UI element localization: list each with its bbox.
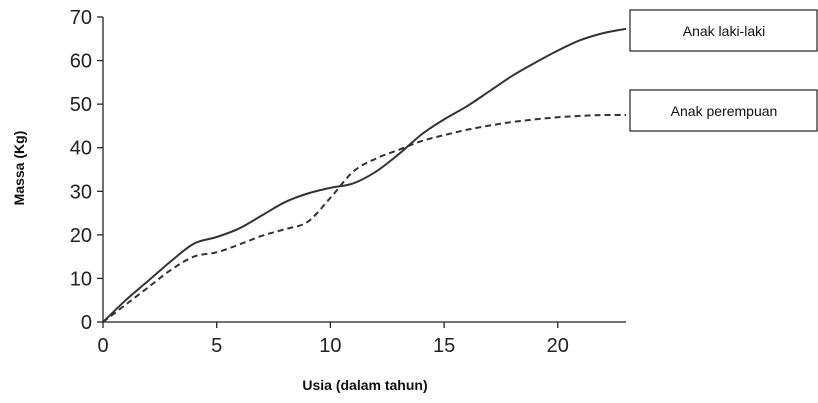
series-line-anak-perempuan — [102, 113, 627, 323]
legend-label-anak-laki-laki: Anak laki-laki — [683, 23, 765, 39]
series-line-anak-laki-laki — [102, 27, 627, 323]
x-tick-label: 0 — [97, 335, 108, 357]
series-group — [102, 27, 627, 323]
y-tick-label: 30 — [70, 181, 92, 203]
x-tick-label: 20 — [547, 335, 569, 357]
legend: Anak laki-laki Anak perempuan — [629, 9, 818, 132]
y-tick-label: 20 — [70, 225, 92, 247]
y-tick-label: 50 — [70, 94, 92, 116]
legend-box-anak-laki-laki — [629, 9, 818, 52]
x-tick-label: 10 — [319, 335, 341, 357]
y-tick-label: 60 — [70, 51, 92, 73]
y-tick-label: 0 — [81, 312, 92, 334]
legend-box-anak-perempuan — [629, 89, 818, 132]
y-tick-label: 70 — [70, 7, 92, 29]
x-axis-title: Usia (dalam tahun) — [302, 377, 427, 393]
y-axis-title: Massa (Kg) — [11, 131, 27, 206]
y-tick-label: 40 — [70, 138, 92, 160]
y-tick-label: 10 — [70, 268, 92, 290]
x-tick-label: 15 — [433, 335, 455, 357]
legend-label-anak-perempuan: Anak perempuan — [671, 103, 778, 119]
axes-group: 0 10 20 30 40 50 60 70 0 5 10 15 20 — [70, 7, 626, 357]
x-tick-label: 5 — [211, 335, 222, 357]
